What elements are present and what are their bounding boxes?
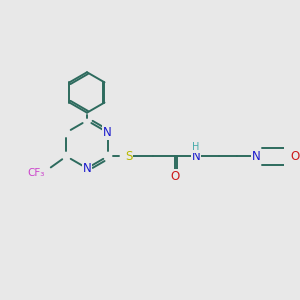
Text: N: N	[82, 162, 91, 175]
Text: CF₃: CF₃	[27, 168, 45, 178]
Text: H: H	[192, 142, 200, 152]
Text: N: N	[103, 126, 112, 139]
Text: N: N	[192, 150, 200, 163]
Text: S: S	[125, 150, 132, 163]
Text: O: O	[291, 150, 300, 163]
Text: N: N	[252, 150, 261, 163]
Text: O: O	[170, 170, 180, 183]
